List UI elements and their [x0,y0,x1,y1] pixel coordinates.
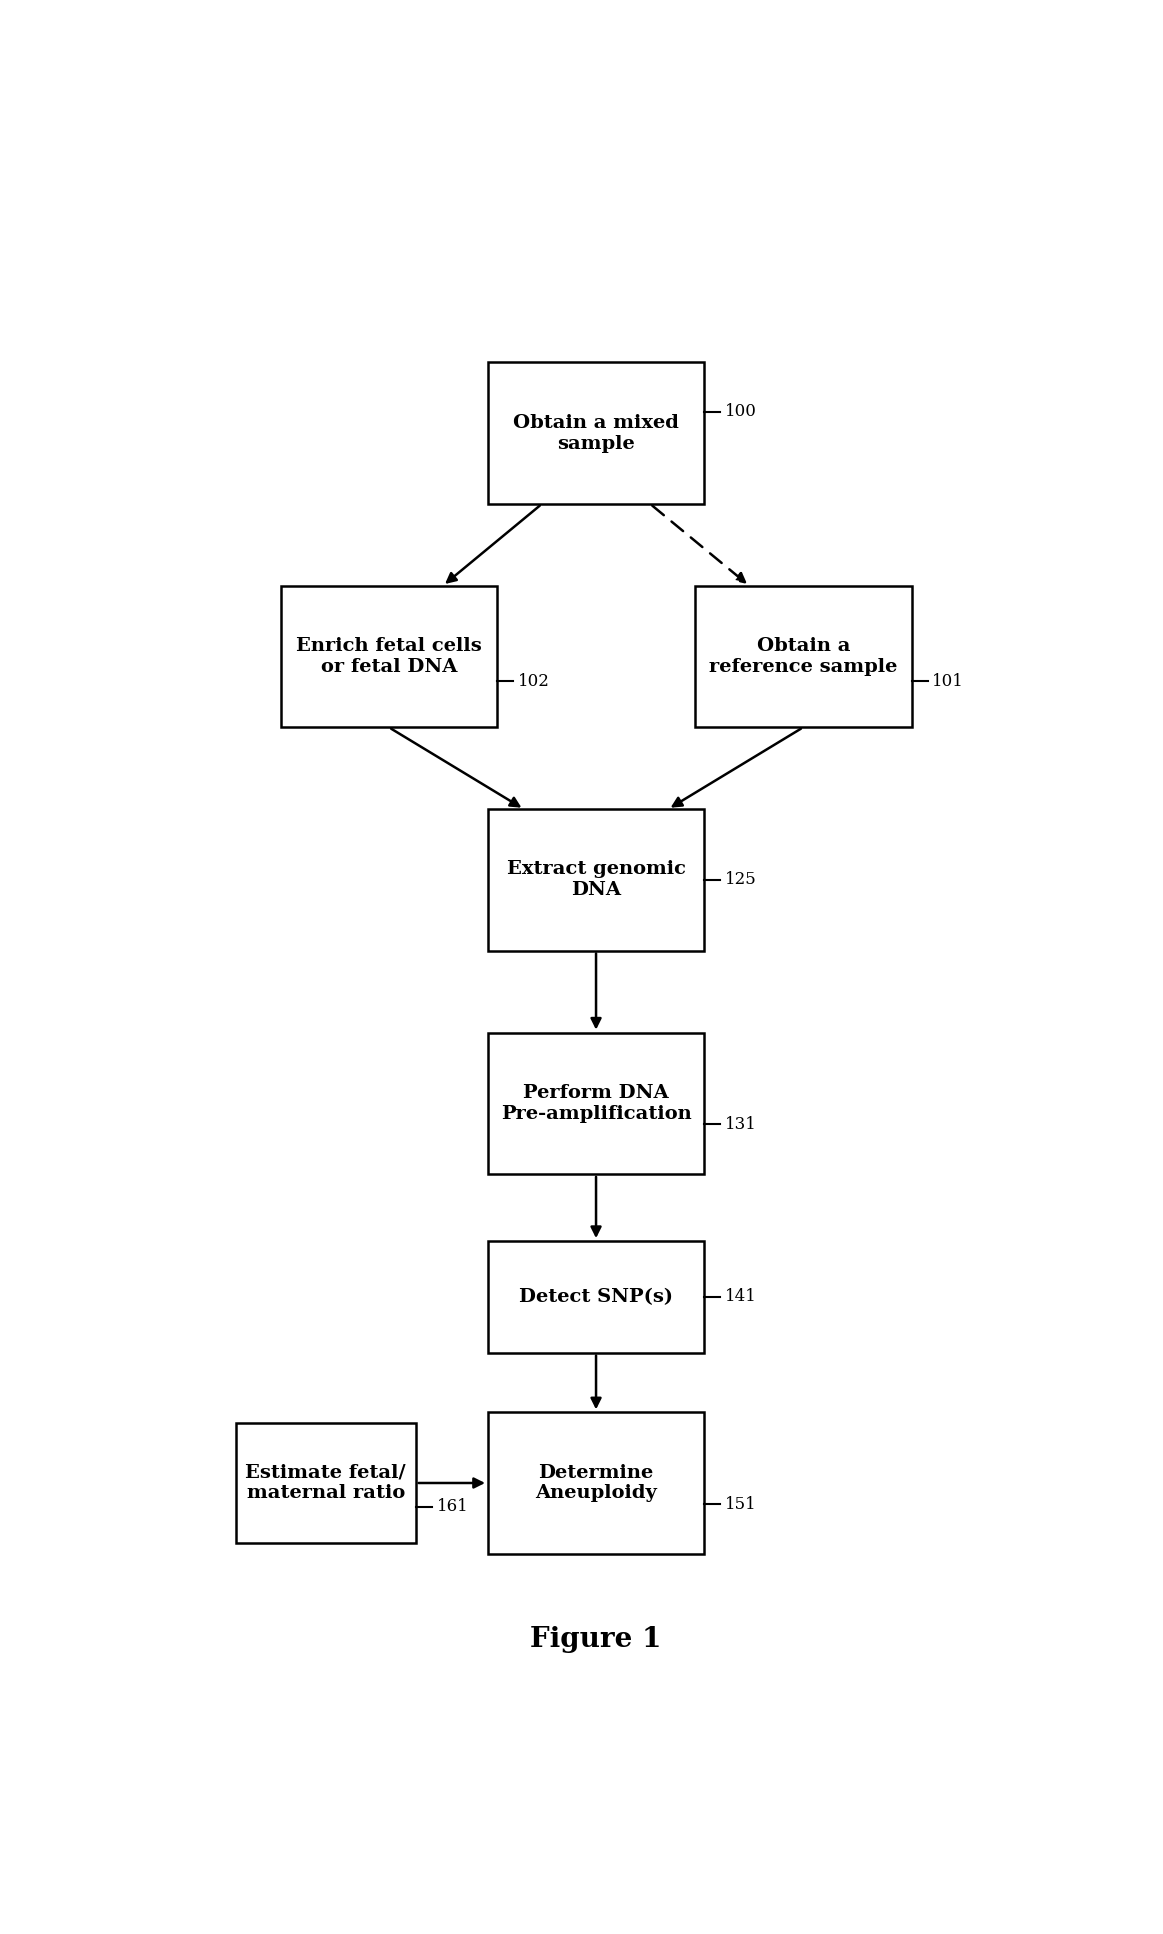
Text: 101: 101 [933,673,964,690]
FancyBboxPatch shape [488,1412,705,1553]
FancyBboxPatch shape [695,586,912,727]
Text: 102: 102 [518,673,549,690]
Text: Enrich fetal cells
or fetal DNA: Enrich fetal cells or fetal DNA [295,636,481,675]
Text: Obtain a mixed
sample: Obtain a mixed sample [513,414,679,453]
Text: Perform DNA
Pre-amplification: Perform DNA Pre-amplification [500,1083,692,1122]
Text: 161: 161 [436,1499,469,1516]
Text: Determine
Aneuploidy: Determine Aneuploidy [535,1464,657,1503]
Text: 100: 100 [725,404,757,420]
Text: 131: 131 [725,1116,757,1133]
FancyBboxPatch shape [488,1033,705,1174]
Text: Estimate fetal/
maternal ratio: Estimate fetal/ maternal ratio [245,1464,406,1503]
Text: Extract genomic
DNA: Extract genomic DNA [507,861,685,899]
Text: 151: 151 [725,1495,757,1512]
Text: Obtain a
reference sample: Obtain a reference sample [709,636,898,675]
Text: Detect SNP(s): Detect SNP(s) [519,1288,673,1305]
FancyBboxPatch shape [488,808,705,952]
Text: Figure 1: Figure 1 [530,1626,662,1654]
FancyBboxPatch shape [488,1242,705,1352]
FancyBboxPatch shape [280,586,497,727]
Text: 125: 125 [725,872,757,888]
FancyBboxPatch shape [235,1423,416,1543]
FancyBboxPatch shape [488,362,705,505]
Text: 141: 141 [725,1288,757,1305]
